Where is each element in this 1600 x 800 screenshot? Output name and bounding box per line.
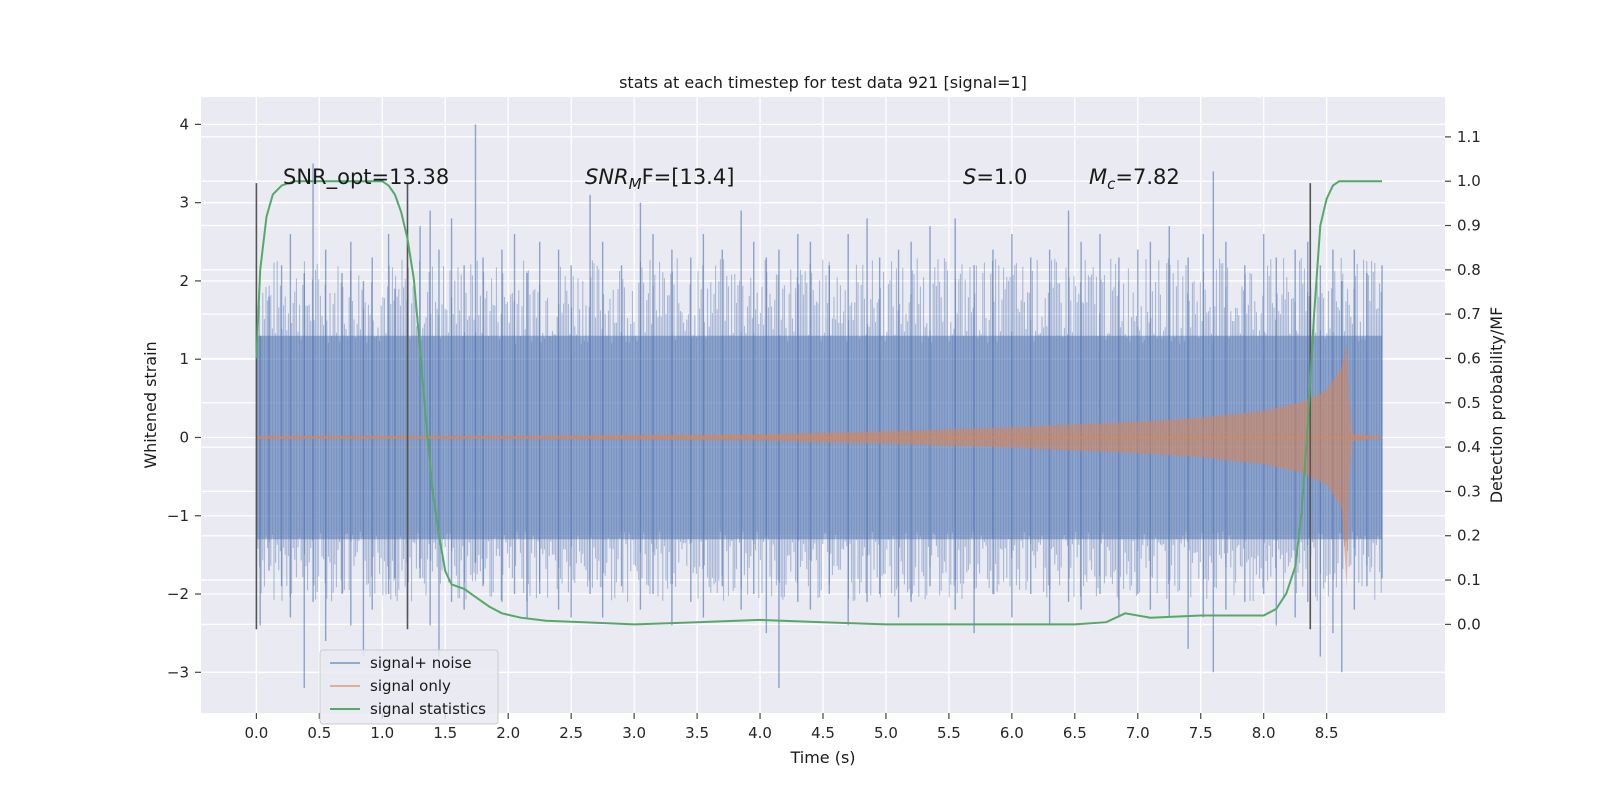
y2-tick-label: 1.1 — [1457, 128, 1481, 146]
y-tick-label: 0 — [179, 428, 189, 446]
x-tick-label: 3.5 — [685, 724, 709, 742]
y-axis-label: Whitened strain — [141, 341, 160, 468]
y2-tick-label: 0.5 — [1457, 394, 1481, 412]
y2-tick-label: 1.0 — [1457, 172, 1481, 190]
x-axis-label: Time (s) — [789, 748, 855, 767]
snr-mf-sub: M — [629, 175, 642, 193]
legend: signal+ noise signal only signal statist… — [319, 649, 499, 725]
legend-label-signal: signal only — [370, 677, 451, 695]
x-tick-label: 7.0 — [1126, 724, 1150, 742]
y2-tick-label: 0.8 — [1457, 261, 1481, 279]
y2-tick-label: 0.3 — [1457, 482, 1481, 500]
x-tick-label: 4.0 — [748, 724, 772, 742]
y-tick-labels: 4 3 2 1 0 −1 −2 −3 — [167, 115, 201, 681]
x-tick-label: 1.5 — [433, 724, 457, 742]
vertical-markers — [255, 183, 1312, 630]
chart-title: stats at each timestep for test data 921… — [619, 73, 1027, 92]
x-tick-label: 2.0 — [496, 724, 520, 742]
mc-rest: =7.82 — [1115, 165, 1179, 189]
y-tick-label: 2 — [179, 272, 189, 290]
y2-tick-label: 0.6 — [1457, 349, 1481, 367]
s-var: S — [963, 165, 976, 189]
signal-only-series — [256, 343, 1383, 588]
y2-axis-label: Detection probability/MF — [1487, 307, 1506, 504]
y-tick-label: 1 — [179, 350, 189, 368]
x-tick-label: 8.0 — [1252, 724, 1276, 742]
y-tick-label: 4 — [179, 115, 189, 133]
y2-tick-label: 0.2 — [1457, 527, 1481, 545]
y-tick-label: −1 — [167, 507, 189, 525]
legend-label-noise: signal+ noise — [370, 654, 472, 672]
x-tick-label: 1.0 — [370, 724, 394, 742]
snr-mf-main: SNR — [585, 165, 629, 189]
y2-tick-label: 0.0 — [1457, 615, 1481, 633]
s-rest: =1.0 — [976, 165, 1027, 189]
mc-var: M — [1089, 165, 1107, 189]
legend-box — [319, 649, 499, 725]
mc-annotation: Mc=7.82 — [1089, 165, 1180, 193]
x-tick-label: 4.5 — [811, 724, 835, 742]
signal-statistics-series — [255, 180, 1382, 626]
stats-line — [255, 180, 1382, 626]
s-annotation: S=1.0 — [963, 165, 1027, 189]
y-tick-label: −2 — [167, 585, 189, 603]
y2-tick-label: 0.7 — [1457, 305, 1481, 323]
y2-tick-labels: 1.1 1.0 0.9 0.8 0.7 0.6 0.5 0.4 0.3 0.2 0.1 0.0 — [1445, 128, 1481, 633]
y2-tick-label: 0.1 — [1457, 571, 1481, 589]
y-tick-label: 3 — [179, 194, 189, 212]
y2-tick-label: 0.9 — [1457, 217, 1481, 235]
x-tick-label: 6.0 — [1000, 724, 1024, 742]
x-tick-label: 5.0 — [874, 724, 898, 742]
y-tick-label: −3 — [167, 663, 189, 681]
legend-label-stats: signal statistics — [370, 700, 486, 718]
x-tick-label: 2.5 — [559, 724, 583, 742]
snr-opt-annotation: SNR_opt=13.38 — [283, 165, 449, 190]
x-tick-label: 6.5 — [1063, 724, 1087, 742]
x-tick-label: 0.5 — [307, 724, 331, 742]
y2-tick-label: 0.4 — [1457, 438, 1481, 456]
x-tick-label: 5.5 — [937, 724, 961, 742]
snr-mf-rest: F=[13.4] — [642, 165, 735, 189]
snr-mf-annotation: SNRMF=[13.4] — [585, 165, 734, 193]
x-tick-label: 3.0 — [622, 724, 646, 742]
mc-sub: c — [1107, 175, 1116, 193]
x-tick-label: 0.0 — [244, 724, 268, 742]
x-tick-label: 8.5 — [1315, 724, 1339, 742]
x-tick-label: 7.5 — [1189, 724, 1213, 742]
